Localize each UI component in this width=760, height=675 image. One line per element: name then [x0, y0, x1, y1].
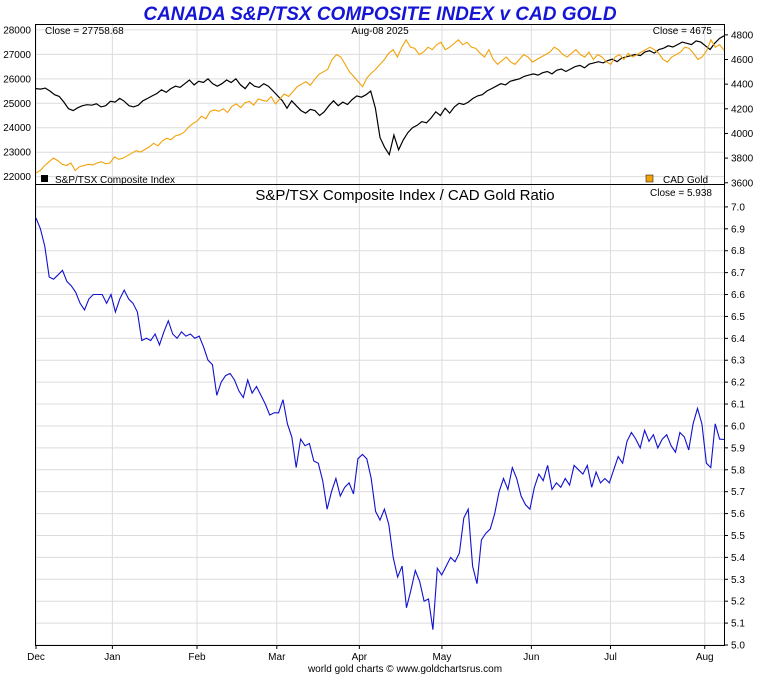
left-close-label: Close = 27758.68	[45, 26, 124, 37]
right-tick-label: 3600	[731, 178, 754, 189]
ratio-tick-label: 5.2	[731, 597, 745, 608]
right-tick-label: 4800	[731, 30, 754, 41]
tsx-index-line	[35, 35, 725, 157]
left-tick-label: 28000	[3, 25, 31, 36]
ratio-tick-label: 6.1	[731, 400, 745, 411]
x-tick-label: Apr	[352, 652, 368, 663]
ratio-close-label: Close = 5.938	[650, 188, 712, 199]
ratio-tick-label: 6.5	[731, 312, 745, 323]
ratio-tick-label: 5.7	[731, 487, 745, 498]
ratio-tick-label: 6.0	[731, 421, 745, 432]
ratio-tick-label: 7.0	[731, 202, 745, 213]
left-tick-label: 23000	[3, 148, 31, 159]
left-tick-label: 24000	[3, 123, 31, 134]
bottom-panel-series	[35, 217, 725, 630]
legend-swatch-gold	[645, 174, 654, 183]
ratio-subtitle: S&P/TSX Composite Index / CAD Gold Ratio	[255, 187, 554, 204]
legend-swatch-tsx	[41, 175, 48, 182]
x-tick-label: Feb	[188, 652, 206, 663]
left-tick-label: 22000	[3, 172, 31, 183]
cad-gold-line	[35, 38, 725, 174]
ratio-tick-label: 5.0	[731, 641, 745, 652]
ratio-tick-label: 6.2	[731, 378, 745, 389]
top-panel-grid	[35, 25, 724, 184]
bottom-panel-grid	[35, 185, 724, 646]
chart-title: CANADA S&P/TSX COMPOSITE INDEX v CAD GOL…	[143, 4, 617, 25]
right-axis-ticks: 3600 3800 4000 4200 4400 4600 4800	[724, 30, 754, 189]
left-tick-label: 26000	[3, 74, 31, 85]
bottom-panel-frame	[35, 184, 725, 646]
top-panel-series	[35, 35, 725, 174]
right-tick-label: 3800	[731, 154, 754, 165]
ratio-line	[35, 217, 725, 630]
ratio-tick-label: 5.5	[731, 531, 745, 542]
x-tick-label: Jul	[604, 652, 617, 663]
legend-label-gold: CAD Gold	[663, 175, 708, 186]
ratio-tick-label: 6.3	[731, 356, 745, 367]
x-tick-label: Jun	[523, 652, 539, 663]
ratio-tick-label: 5.4	[731, 553, 745, 564]
ratio-tick-label: 5.8	[731, 465, 745, 476]
ratio-tick-label: 6.6	[731, 290, 745, 301]
x-tick-label: Aug	[696, 652, 714, 663]
ratio-tick-label: 6.7	[731, 268, 745, 279]
x-tick-label: Jan	[104, 652, 120, 663]
x-tick-label: May	[432, 652, 451, 663]
left-tick-label: 27000	[3, 50, 31, 61]
right-tick-label: 4000	[731, 129, 754, 140]
x-tick-label: Mar	[268, 652, 286, 663]
footer-credit: world gold charts © www.goldchartsrus.co…	[307, 664, 502, 675]
ratio-tick-label: 5.6	[731, 509, 745, 520]
right-close-label: Close = 4675	[653, 26, 713, 37]
legend-label-tsx: S&P/TSX Composite Index	[55, 175, 175, 186]
ratio-tick-label: 6.4	[731, 334, 745, 345]
ratio-tick-label: 6.9	[731, 224, 745, 235]
ratio-axis-ticks: 5.0 5.1 5.2 5.3 5.4 5.5 5.6 5.7 5.8 5.9 6.0 6.1 6.2 6…	[724, 202, 745, 652]
left-axis-ticks: 22000 23000 24000 25000 26000 27000 28000	[3, 25, 31, 183]
ratio-tick-label: 5.1	[731, 619, 745, 630]
right-tick-label: 4600	[731, 55, 754, 66]
ratio-tick-label: 5.9	[731, 443, 745, 454]
right-tick-label: 4200	[731, 104, 754, 115]
x-axis-labels: Dec Jan Feb Mar Apr May Jun Jul Aug	[27, 645, 714, 663]
right-tick-label: 4400	[731, 80, 754, 91]
x-tick-label: Dec	[27, 652, 45, 663]
ratio-tick-label: 6.8	[731, 246, 745, 257]
left-tick-label: 25000	[3, 99, 31, 110]
ratio-tick-label: 5.3	[731, 575, 745, 586]
date-label: Aug-08 2025	[351, 26, 409, 37]
